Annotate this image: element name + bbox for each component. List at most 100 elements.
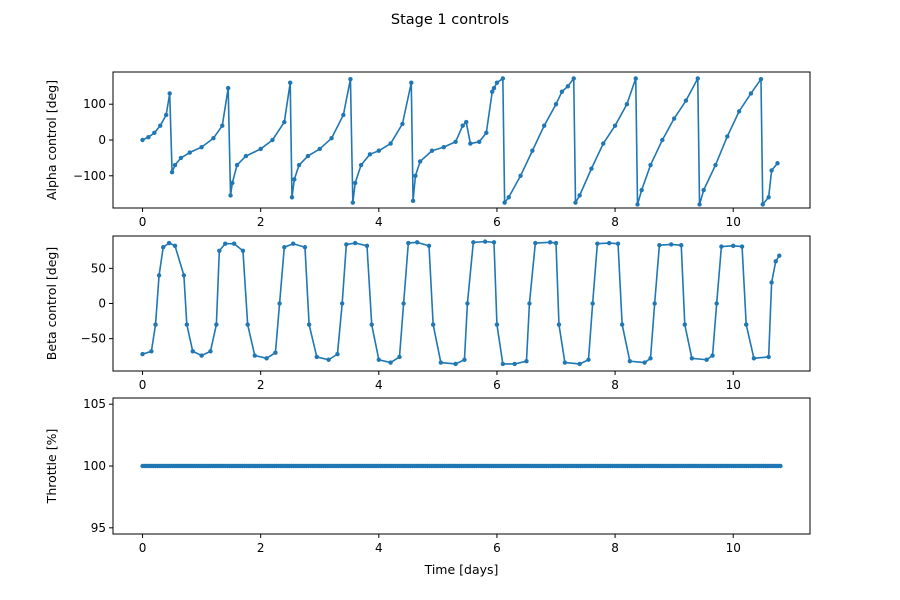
data-point	[376, 148, 382, 153]
data-point	[518, 173, 523, 178]
data-point	[270, 137, 275, 143]
x-tick-label: 0	[139, 215, 147, 229]
data-point	[766, 195, 771, 200]
data-point	[406, 240, 411, 246]
data-point	[352, 180, 358, 186]
y-tick-label: −50	[81, 332, 106, 346]
data-point	[648, 162, 653, 168]
y-axis-label: Beta control [deg]	[44, 247, 59, 360]
data-point	[339, 301, 345, 306]
data-point	[565, 84, 571, 89]
data-point	[140, 351, 145, 357]
data-point	[652, 301, 657, 306]
data-point	[401, 301, 406, 306]
y-tick-label: 50	[91, 261, 106, 275]
data-point	[231, 241, 237, 246]
data-point	[149, 349, 154, 354]
data-point	[589, 166, 594, 171]
data-point	[172, 162, 178, 168]
data-point	[490, 89, 495, 94]
data-point	[348, 76, 353, 82]
data-point	[577, 193, 582, 198]
data-point	[612, 123, 618, 128]
data-point	[409, 80, 414, 85]
data-point	[367, 152, 373, 157]
data-point	[512, 361, 517, 367]
data-point	[624, 102, 630, 107]
data-point	[220, 123, 225, 128]
data-point	[199, 353, 204, 358]
data-point	[468, 141, 473, 146]
data-point	[358, 162, 364, 168]
data-point	[527, 301, 532, 306]
data-point	[302, 245, 308, 250]
data-point	[556, 322, 562, 327]
data-point	[642, 360, 647, 365]
data-point	[277, 301, 282, 306]
x-tick-label: 0	[139, 541, 147, 555]
data-point	[695, 76, 700, 81]
data-point	[590, 301, 595, 306]
data-point	[264, 356, 269, 361]
y-axis-label: Alpha control [deg]	[44, 80, 59, 200]
data-point	[199, 144, 204, 150]
x-tick-label: 10	[726, 541, 741, 555]
x-tick-label: 4	[375, 378, 383, 392]
data-point	[344, 242, 349, 247]
data-point	[252, 353, 257, 358]
subplot-2: 0 2 4 6 8 10 −50 0 50 Beta control [deg]	[44, 235, 811, 392]
data-point	[713, 162, 718, 168]
data-point	[282, 119, 287, 125]
subplot-1: 0 2 4 6 8 10 −100 0 100 Alpha control [deg]	[44, 71, 811, 229]
x-tick-label: 6	[493, 378, 501, 392]
data-point	[491, 240, 497, 245]
data-point	[426, 243, 432, 249]
data-point	[292, 177, 297, 182]
data-point	[410, 198, 416, 204]
data-point	[484, 130, 489, 136]
data-point	[326, 357, 331, 362]
y-tick-label: 0	[98, 133, 106, 147]
data-point	[701, 187, 706, 193]
data-point	[243, 153, 249, 159]
data-point	[460, 123, 465, 128]
x-tick-label: 4	[375, 541, 383, 555]
data-point	[288, 80, 293, 85]
x-tick-label: 6	[493, 215, 501, 229]
data-point	[547, 240, 553, 245]
data-point	[714, 301, 719, 306]
data-point	[627, 358, 633, 364]
y-tick-label: 0	[98, 297, 106, 311]
data-point	[273, 350, 278, 355]
data-point	[441, 144, 446, 150]
data-point	[577, 361, 582, 367]
data-point	[524, 358, 529, 364]
data-point	[169, 170, 175, 175]
data-point	[553, 102, 559, 107]
data-point	[214, 322, 219, 327]
y-tick-label: −100	[73, 169, 106, 183]
data-point	[657, 242, 662, 248]
data-point	[660, 137, 665, 143]
data-point	[167, 91, 172, 96]
series-line	[142, 240, 780, 365]
x-tick-label: 0	[139, 378, 147, 392]
chart-title: Stage 1 controls	[391, 12, 509, 28]
data-point	[482, 239, 488, 244]
data-point	[290, 241, 296, 246]
data-point	[533, 240, 538, 246]
data-point	[217, 248, 222, 253]
data-point	[161, 245, 166, 250]
y-tick-label: 100	[83, 459, 106, 473]
data-point	[633, 76, 638, 81]
x-tick-label: 6	[493, 541, 501, 555]
data-point	[341, 112, 346, 118]
data-point	[648, 356, 653, 361]
data-point	[172, 243, 178, 249]
data-point	[769, 168, 774, 173]
data-point	[541, 123, 547, 128]
data-point	[329, 136, 334, 141]
data-point	[146, 134, 151, 140]
